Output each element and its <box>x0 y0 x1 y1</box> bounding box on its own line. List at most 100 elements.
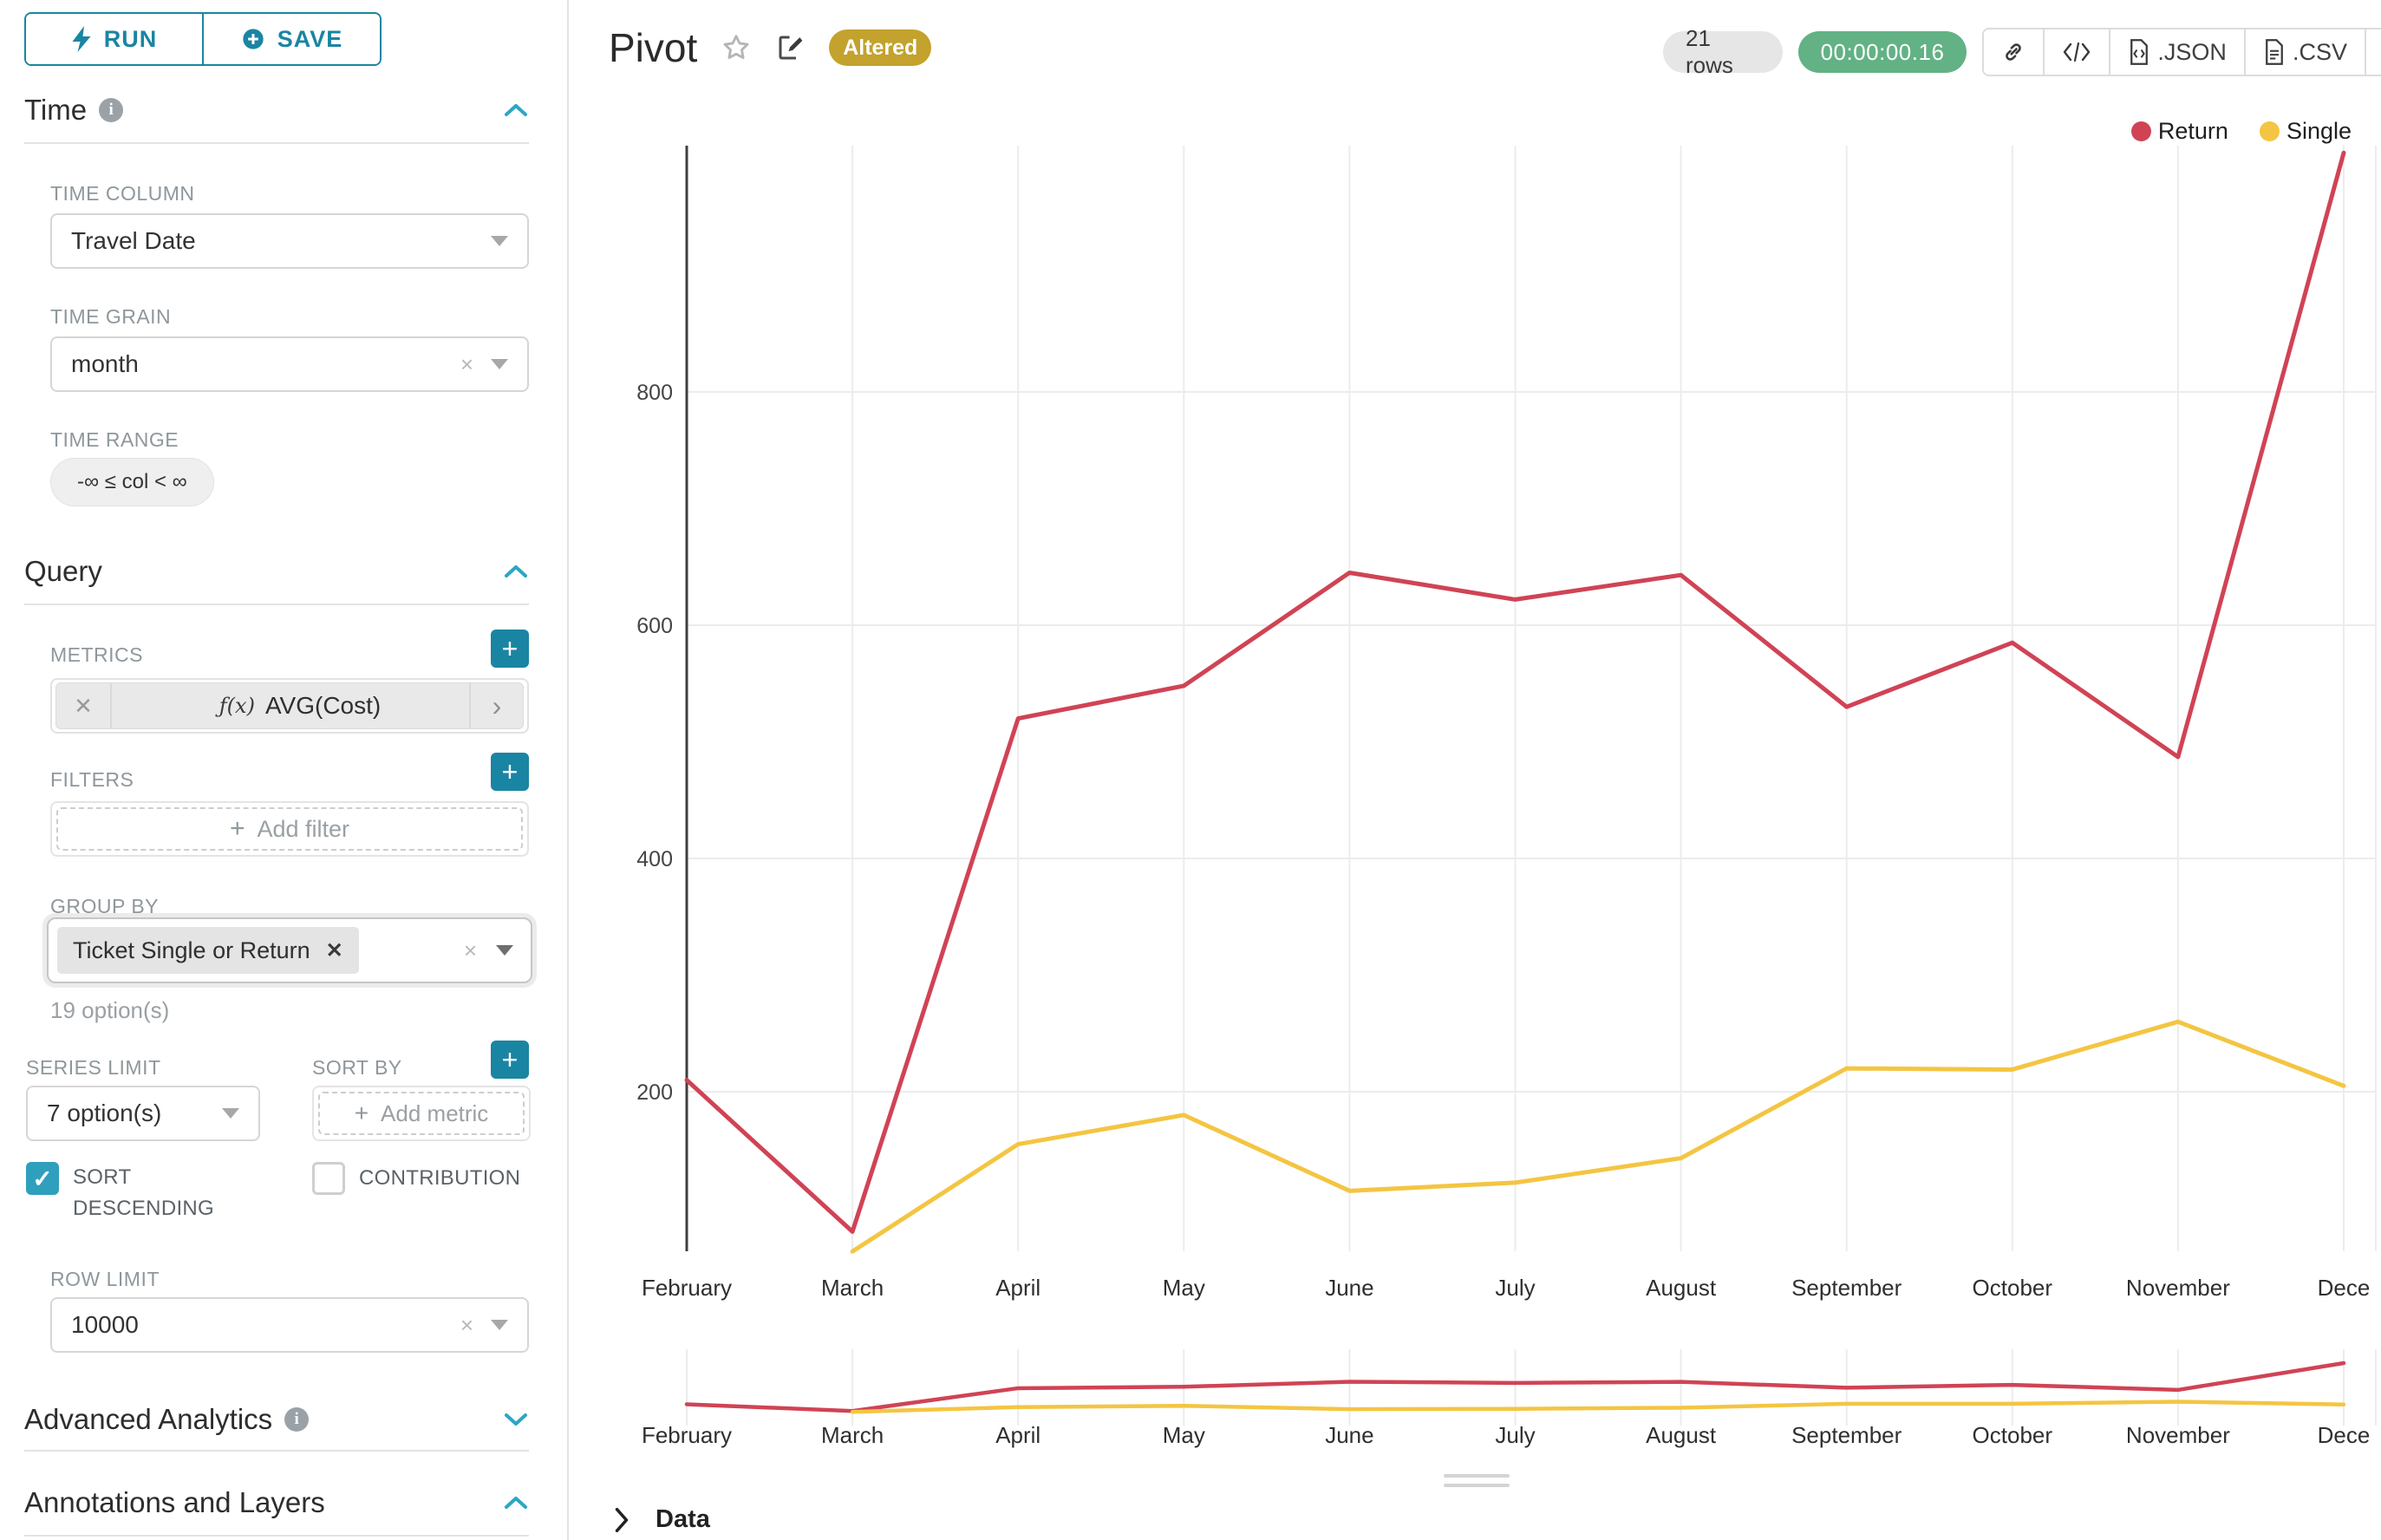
svg-text:July: July <box>1495 1422 1535 1448</box>
info-icon: i <box>284 1407 310 1432</box>
data-panel-toggle[interactable]: Data <box>612 1505 710 1534</box>
edit-icon[interactable] <box>775 32 806 63</box>
export-json-label: .JSON <box>2157 38 2227 65</box>
metric-pill[interactable]: ✕ ƒ(x) AVG(Cost) › <box>55 682 524 729</box>
chevron-up-icon[interactable] <box>503 563 529 580</box>
metric-control: ✕ ƒ(x) AVG(Cost) › <box>50 678 529 734</box>
divider <box>24 1535 529 1537</box>
svg-text:August: August <box>1646 1275 1717 1301</box>
contribution-checkbox[interactable] <box>312 1162 345 1195</box>
add-metric-button[interactable]: + <box>491 630 529 668</box>
series-limit-select[interactable]: 7 option(s) <box>26 1086 260 1141</box>
plus-circle-icon <box>243 29 264 49</box>
svg-text:March: March <box>821 1422 884 1448</box>
data-panel-label: Data <box>656 1505 710 1533</box>
add-filter-dropzone[interactable]: + Add filter <box>56 807 523 851</box>
time-column-select[interactable]: Travel Date <box>50 213 529 269</box>
return-series-label: Return <box>2157 118 2228 144</box>
chevron-right-icon[interactable]: › <box>469 683 523 728</box>
single-series-dot <box>2259 121 2280 141</box>
clear-icon[interactable]: × <box>460 1312 473 1338</box>
add-sort-metric-dropzone[interactable]: + Add metric <box>318 1092 525 1135</box>
sort-by-placeholder: Add metric <box>381 1100 489 1126</box>
share-link-button[interactable] <box>1984 29 2044 75</box>
annotations-header[interactable]: Annotations and Layers <box>24 1486 529 1519</box>
time-grain-select[interactable]: month × <box>50 336 529 392</box>
group-by-tag[interactable]: Ticket Single or Return ✕ <box>57 927 359 974</box>
group-by-select[interactable]: Ticket Single or Return ✕ × <box>47 917 532 983</box>
info-icon: i <box>99 98 124 122</box>
svg-text:November: November <box>2126 1275 2230 1301</box>
svg-text:July: July <box>1495 1275 1535 1301</box>
query-section-header[interactable]: Query <box>24 555 529 588</box>
clear-icon[interactable]: × <box>460 351 473 377</box>
clear-icon[interactable]: × <box>463 937 477 963</box>
add-sort-metric-button[interactable]: + <box>491 1041 529 1079</box>
divider <box>24 142 529 144</box>
code-icon <box>2064 42 2091 62</box>
legend-item-return[interactable]: Return <box>2130 118 2228 145</box>
export-csv-button[interactable]: .CSV <box>2243 29 2365 75</box>
advanced-analytics-header[interactable]: Advanced Analytics i <box>24 1403 529 1436</box>
chart-header-right: 21 rows 00:00:00.16 .JSON <box>1663 25 2381 78</box>
svg-text:May: May <box>1163 1275 1205 1301</box>
chevron-up-icon[interactable] <box>503 101 529 119</box>
svg-text:June: June <box>1325 1422 1373 1448</box>
chevron-right-icon <box>615 1507 629 1532</box>
contribution-label: CONTRIBUTION <box>359 1166 521 1190</box>
time-range-pill[interactable]: -∞ ≤ col < ∞ <box>50 458 214 506</box>
annotations-title: Annotations and Layers <box>24 1486 325 1518</box>
query-section-title: Query <box>24 555 102 587</box>
svg-text:September: September <box>1791 1275 1902 1301</box>
add-filter-placeholder: Add filter <box>257 815 350 842</box>
sort-by-control: + Add metric <box>312 1086 531 1141</box>
panel-resize-handle[interactable] <box>1444 1474 1510 1487</box>
chevron-down-icon[interactable] <box>496 945 513 956</box>
chart-menu-button[interactable] <box>2364 29 2381 75</box>
svg-text:400: 400 <box>636 847 673 871</box>
chart-legend: Return Single <box>2130 118 2352 145</box>
fx-icon: ƒ(x) <box>219 694 255 718</box>
svg-text:August: August <box>1646 1422 1717 1448</box>
csv-file-icon <box>2266 39 2283 65</box>
run-save-button-group: RUN SAVE <box>24 12 382 66</box>
time-section-title: Time <box>24 94 88 126</box>
svg-text:May: May <box>1163 1422 1205 1448</box>
series-limit-label: SERIES LIMIT <box>26 1056 161 1079</box>
run-button[interactable]: RUN <box>26 14 202 64</box>
remove-tag-icon[interactable]: ✕ <box>325 938 343 962</box>
svg-text:October: October <box>1973 1275 2053 1301</box>
advanced-analytics-title: Advanced Analytics <box>24 1403 273 1435</box>
svg-text:October: October <box>1973 1422 2053 1448</box>
filters-label: FILTERS <box>50 768 134 791</box>
series-limit-value: 7 option(s) <box>47 1100 162 1126</box>
chevron-down-icon[interactable] <box>222 1108 239 1119</box>
metric-value: AVG(Cost) <box>264 692 382 719</box>
sort-descending-checkbox[interactable]: ✓ <box>26 1162 59 1195</box>
export-json-button[interactable]: .JSON <box>2109 29 2244 75</box>
save-label: SAVE <box>277 25 343 52</box>
page-title: Pivot <box>609 25 698 70</box>
legend-item-single[interactable]: Single <box>2259 118 2352 145</box>
json-file-icon <box>2130 39 2149 65</box>
chevron-down-icon[interactable] <box>491 359 508 369</box>
altered-badge[interactable]: Altered <box>829 29 932 66</box>
chevron-up-icon[interactable] <box>503 1494 529 1511</box>
time-section-header[interactable]: Time i <box>24 94 529 127</box>
save-button[interactable]: SAVE <box>202 14 380 64</box>
star-icon[interactable] <box>720 31 753 64</box>
chevron-down-icon[interactable] <box>491 236 508 246</box>
chevron-down-icon[interactable] <box>491 1320 508 1330</box>
svg-text:June: June <box>1325 1275 1373 1301</box>
metrics-label: METRICS <box>50 643 143 666</box>
query-timer-badge: 00:00:00.16 <box>1797 31 1967 73</box>
chevron-down-icon[interactable] <box>503 1411 529 1428</box>
row-limit-select[interactable]: 10000 × <box>50 1297 529 1353</box>
add-filter-button[interactable]: + <box>491 753 529 791</box>
single-series-label: Single <box>2286 118 2352 144</box>
group-by-tag-label: Ticket Single or Return <box>73 936 310 963</box>
svg-text:April: April <box>995 1275 1040 1301</box>
remove-metric-icon[interactable]: ✕ <box>56 683 112 728</box>
view-query-button[interactable] <box>2043 29 2110 75</box>
svg-text:Dece: Dece <box>2318 1422 2371 1448</box>
